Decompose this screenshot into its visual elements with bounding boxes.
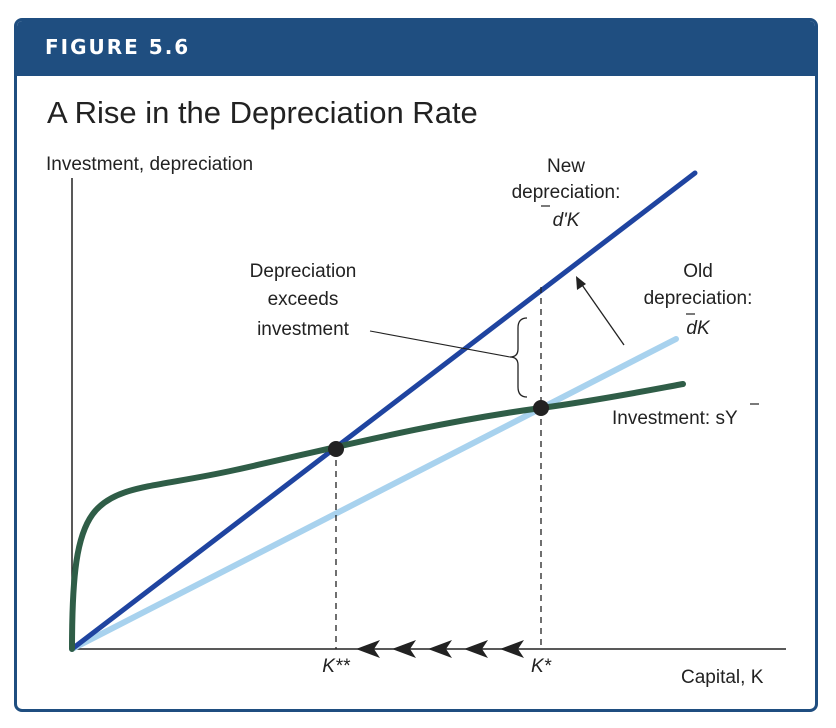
figure-frame: FIGURE 5.6 A Rise in the Depreciation Ra… [14, 18, 818, 712]
shift-arrow-head [576, 276, 586, 290]
movement-arrow [356, 640, 380, 658]
tick-label-k-double-star: K** [322, 656, 350, 677]
figure-title: A Rise in the Depreciation Rate [47, 95, 478, 130]
annotation-leader-line [369, 330, 511, 358]
capital-movement-arrows [356, 640, 524, 658]
investment-curve [69, 381, 686, 652]
new-depreciation-label-line-2: depreciation: [512, 182, 621, 203]
old-depreciation-line [69, 336, 679, 652]
investment-label: Investment: sY [612, 408, 738, 429]
movement-arrow [392, 640, 416, 658]
shift-arrow [579, 281, 625, 346]
tick-label-k-star: K* [531, 656, 552, 677]
old-depreciation-label-line-2: depreciation: [644, 288, 753, 309]
annotation-line-2: exceeds [268, 289, 339, 310]
steady-state-point-old [533, 400, 549, 416]
new-depreciation-label-line-3: d'K [553, 210, 581, 231]
figure-label: FIGURE 5.6 [45, 35, 191, 59]
old-depreciation-label-line-3: dK [686, 318, 711, 339]
movement-arrow [464, 640, 488, 658]
annotation-line-1: Depreciation [250, 261, 357, 282]
x-axis-label: Capital, K [681, 667, 764, 688]
movement-arrow [500, 640, 524, 658]
new-depreciation-label-line-1: New [547, 156, 585, 177]
y-axis-label: Investment, depreciation [46, 154, 253, 175]
old-depreciation-label-line-1: Old [683, 261, 713, 282]
steady-state-point-new [328, 441, 344, 457]
annotation-line-3: investment [257, 319, 350, 340]
movement-arrow [428, 640, 452, 658]
new-depreciation-line [69, 170, 698, 652]
figure-header-band: FIGURE 5.6 [17, 21, 815, 76]
gap-brace [509, 317, 528, 398]
